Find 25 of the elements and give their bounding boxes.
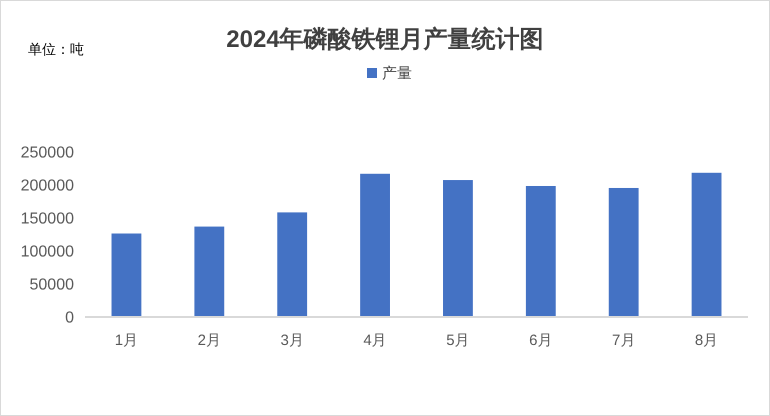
x-tick-label: 7月 (612, 332, 636, 349)
x-tick-label: 6月 (529, 332, 552, 349)
bar (443, 180, 473, 317)
y-tick-label: 50000 (30, 276, 74, 294)
bar (277, 212, 308, 317)
x-tick-label: 1月 (114, 332, 138, 349)
bar (692, 172, 722, 317)
x-tick-label: 8月 (694, 332, 718, 349)
y-tick-label: 250000 (20, 144, 74, 162)
y-tick-label: 0 (65, 310, 74, 327)
x-tick-label: 5月 (446, 332, 470, 349)
y-tick-label: 200000 (20, 178, 74, 195)
chart-title: 2024年磷酸铁锂月产量统计图 (226, 26, 544, 53)
bar (112, 234, 142, 317)
bar (526, 186, 556, 317)
bar (608, 188, 639, 317)
y-tick-label: 150000 (20, 210, 74, 228)
x-tick-label: 3月 (280, 332, 304, 349)
bar (360, 174, 390, 317)
x-tick-label: 4月 (363, 332, 387, 349)
y-tick-label: 100000 (20, 244, 74, 261)
bar (194, 226, 224, 317)
text: 单位：吨 (28, 41, 84, 57)
x-tick-label: 2月 (198, 332, 221, 349)
legend-label: 产量 (382, 65, 412, 82)
